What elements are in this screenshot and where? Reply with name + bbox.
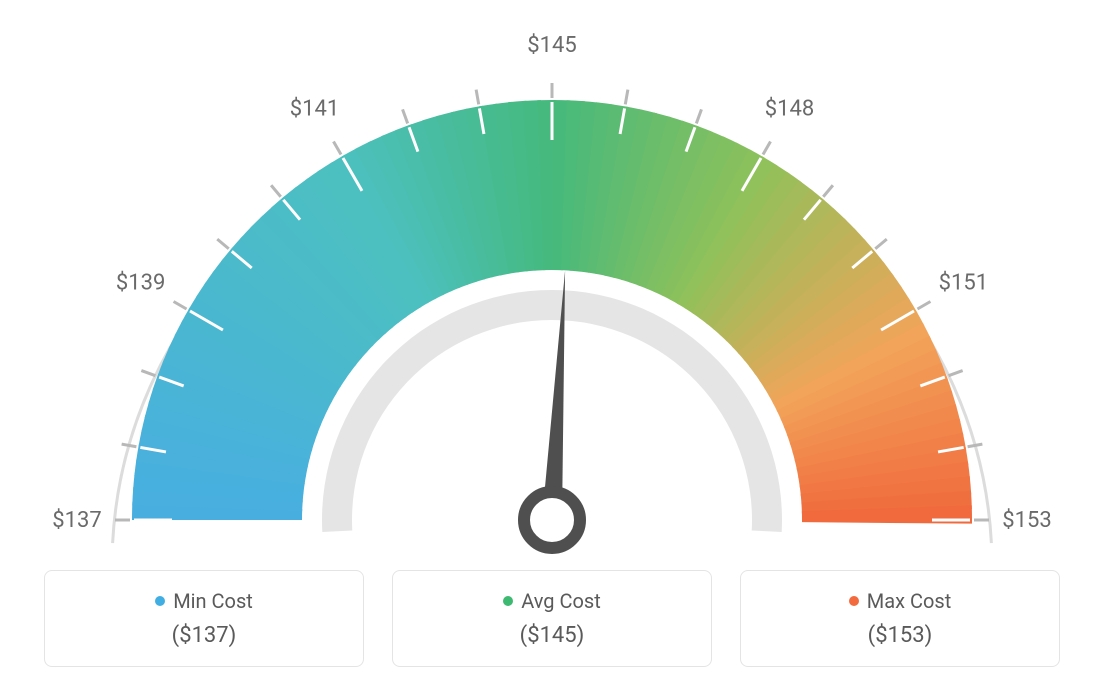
gauge-scale-label: $137: [52, 508, 101, 533]
gauge-scale-label: $141: [290, 97, 339, 122]
legend-card: Avg Cost ($145): [392, 570, 712, 667]
gauge-svg: $137 $139 $141 $145 $148 $151 $153: [0, 0, 1104, 560]
legend-dot-icon: [503, 596, 513, 606]
gauge-scale-label: $139: [116, 271, 165, 296]
legend-card: Max Cost ($153): [740, 570, 1060, 667]
legend-dot-icon: [849, 596, 859, 606]
gauge-scale-label: $145: [527, 33, 576, 58]
gauge-scale-label: $148: [765, 97, 814, 122]
legend-card: Min Cost ($137): [44, 570, 364, 667]
legend-value: ($137): [55, 623, 353, 648]
legend-label: Max Cost: [867, 589, 952, 613]
legend-row: Min Cost ($137) Avg Cost ($145) Max Cost ($15…: [0, 570, 1104, 667]
legend-value: ($153): [751, 623, 1049, 648]
legend-label: Min Cost: [173, 589, 253, 613]
legend-title: Min Cost: [155, 589, 253, 613]
gauge-chart: $137 $139 $141 $145 $148 $151 $153: [0, 0, 1104, 560]
gauge-needle-hub: [524, 492, 580, 548]
gauge-scale-label: $153: [1002, 508, 1051, 533]
gauge-scale-label: $151: [939, 271, 988, 296]
legend-label: Avg Cost: [521, 589, 601, 613]
legend-title: Max Cost: [849, 589, 952, 613]
legend-dot-icon: [155, 596, 165, 606]
legend-value: ($145): [403, 623, 701, 648]
legend-title: Avg Cost: [503, 589, 601, 613]
